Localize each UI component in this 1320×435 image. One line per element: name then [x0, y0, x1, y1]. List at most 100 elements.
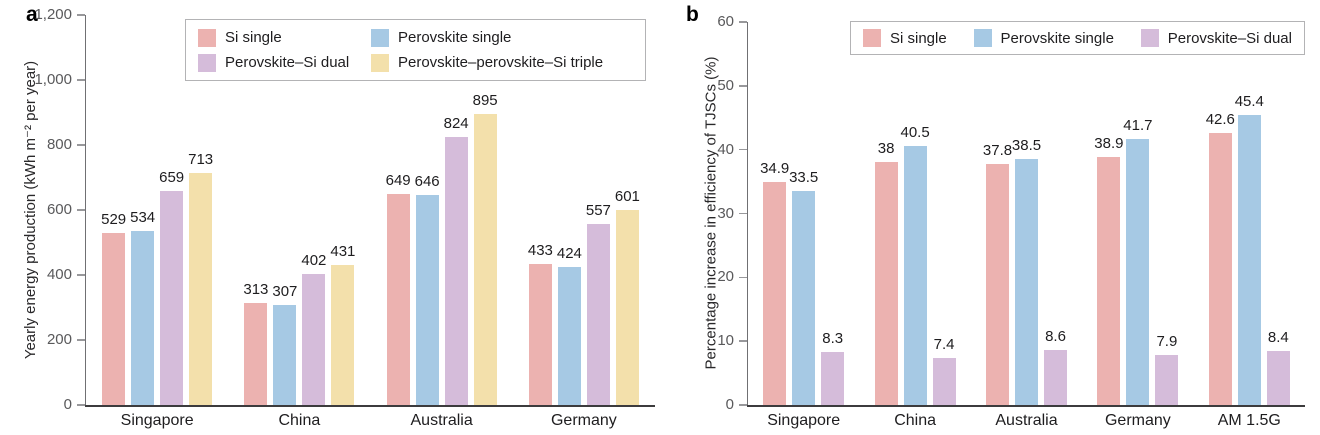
legend-item-perovskite-single: Perovskite single: [371, 28, 633, 47]
bar-si-single: [528, 264, 552, 405]
legend-label-perovskite-si-dual: Perovskite–Si dual: [225, 54, 350, 71]
y-tick-mark: [76, 14, 85, 16]
bar-si-single: [244, 303, 268, 405]
x-category-label-china: China: [894, 412, 936, 429]
bar-value-label: 601: [614, 187, 640, 205]
y-tick-mark: [738, 85, 747, 87]
y-tick-mark: [76, 144, 85, 146]
bar-perovskite-single: [273, 305, 297, 405]
bar-perovskite-si-dual: [1155, 354, 1179, 405]
bar-si-single: [102, 233, 126, 405]
y-axis-line: [84, 15, 86, 405]
bar-value-label: 38: [877, 140, 895, 158]
legend-label-perovskite-si-dual: Perovskite–Si dual: [1167, 29, 1292, 47]
bar-si-single: [763, 182, 787, 405]
panel-a-letter: a: [26, 3, 38, 26]
legend-swatch-perovskite-single: [973, 29, 992, 47]
bar-value-label: 433: [527, 242, 553, 260]
y-tick-label: 0: [63, 396, 72, 413]
legend-swatch-perovskite-single: [371, 28, 389, 47]
bar-value-label: 713: [188, 151, 214, 169]
bar-si-single: [1097, 156, 1121, 405]
y-tick-label: 30: [717, 204, 734, 222]
bar-perovskite-single: [1126, 138, 1150, 405]
legend-swatch-perovskite-si-dual: [198, 53, 216, 72]
y-axis-line: [746, 22, 748, 405]
y-tick-label: 800: [46, 136, 72, 153]
bar-perovskite-si-dual: [444, 137, 468, 405]
bar-value-label: 7.9: [1156, 332, 1178, 350]
bar-si-single: [986, 163, 1009, 405]
bar-value-label: 534: [130, 209, 156, 227]
bar-value-label: 7.4: [933, 335, 955, 353]
legend-item-perovskite-si-dual: Perovskite–Si dual: [1140, 29, 1292, 47]
bar-perovskite-single: [131, 231, 155, 405]
bar-value-label: 37.8: [982, 141, 1013, 159]
y-tick-mark: [738, 212, 747, 215]
legend-item-perovskite-si-dual: Perovskite–Si dual: [198, 53, 371, 72]
bar-perovskite-si-dual: [302, 274, 326, 405]
y-tick-label: 50: [717, 76, 734, 94]
bar-perovskite-single: [415, 195, 439, 405]
y-tick-mark: [76, 339, 85, 341]
x-category-label-am-1.5g: AM 1.5G: [1217, 412, 1281, 429]
bar-value-label: 8.4: [1267, 329, 1289, 347]
y-tick-mark: [76, 79, 85, 81]
legend-swatch-perovskite-si-dual: [1140, 29, 1159, 47]
bar-perovskite-si-dual: [586, 223, 610, 405]
bar-perovskite-si-dual: [160, 190, 184, 405]
legend-swatch-perovskite-perovskite-si-triple: [371, 53, 389, 72]
y-tick-mark: [76, 404, 85, 406]
bar-si-single: [386, 194, 410, 405]
bar-value-label: 38.5: [1011, 137, 1042, 155]
bar-value-label: 402: [301, 252, 327, 270]
bar-si-single: [1208, 133, 1232, 405]
bar-value-label: 8.6: [1045, 328, 1066, 346]
y-tick-mark: [738, 340, 747, 342]
bar-value-label: 40.5: [900, 124, 930, 142]
y-tick-label: 600: [46, 201, 72, 218]
y-tick-mark: [738, 148, 747, 151]
legend-label-perovskite-single: Perovskite single: [398, 29, 512, 46]
bar-value-label: 649: [385, 172, 411, 190]
y-tick-label: 1,200: [34, 6, 72, 23]
bar-perovskite-single: [903, 146, 927, 405]
bar-perovskite-single: [1237, 115, 1261, 405]
y-tick-mark: [738, 276, 747, 279]
bar-value-label: 33.5: [789, 169, 819, 187]
bar-perovskite-perovskite-si-triple: [189, 173, 213, 405]
x-axis-line: [746, 405, 1305, 407]
panel-b-letter: b: [686, 3, 699, 26]
x-category-label-germany: Germany: [550, 412, 617, 429]
panel-a-legend: Si single Perovskite single Perovskite–Si …: [185, 19, 646, 81]
legend-label-perovskite-single: Perovskite single: [1000, 29, 1114, 47]
bar-value-label: 529: [101, 211, 127, 229]
y-tick-label: 20: [717, 268, 734, 286]
x-category-label-singapore: Singapore: [120, 412, 194, 429]
legend-item-si-single: Si single: [863, 29, 947, 47]
legend-item-perovskite-single: Perovskite single: [973, 29, 1114, 47]
legend-swatch-si-single: [863, 29, 881, 47]
bar-value-label: 659: [159, 168, 185, 186]
bar-perovskite-si-dual: [932, 357, 956, 405]
x-axis-line: [84, 405, 655, 407]
bar-perovskite-single: [792, 191, 816, 405]
legend-label-perovskite-perovskite-si-triple: Perovskite–perovskite–Si triple: [398, 54, 604, 71]
legend-label-si-single: Si single: [890, 29, 947, 47]
x-category-label-singapore: Singapore: [767, 412, 841, 429]
y-tick-label: 40: [717, 140, 734, 158]
bar-value-label: 307: [272, 283, 298, 301]
y-tick-mark: [738, 404, 747, 406]
bar-value-label: 34.9: [760, 160, 790, 178]
y-tick-label: 10: [717, 332, 734, 350]
legend-item-perovskite-perovskite-si-triple: Perovskite–perovskite–Si triple: [371, 53, 633, 72]
x-category-label-australia: Australia: [410, 412, 473, 429]
x-category-label-germany: Germany: [1104, 412, 1171, 429]
y-tick-mark: [76, 209, 85, 211]
bar-perovskite-single: [1015, 159, 1038, 405]
legend-swatch-si-single: [198, 28, 216, 47]
legend-label-si-single: Si single: [225, 29, 282, 46]
